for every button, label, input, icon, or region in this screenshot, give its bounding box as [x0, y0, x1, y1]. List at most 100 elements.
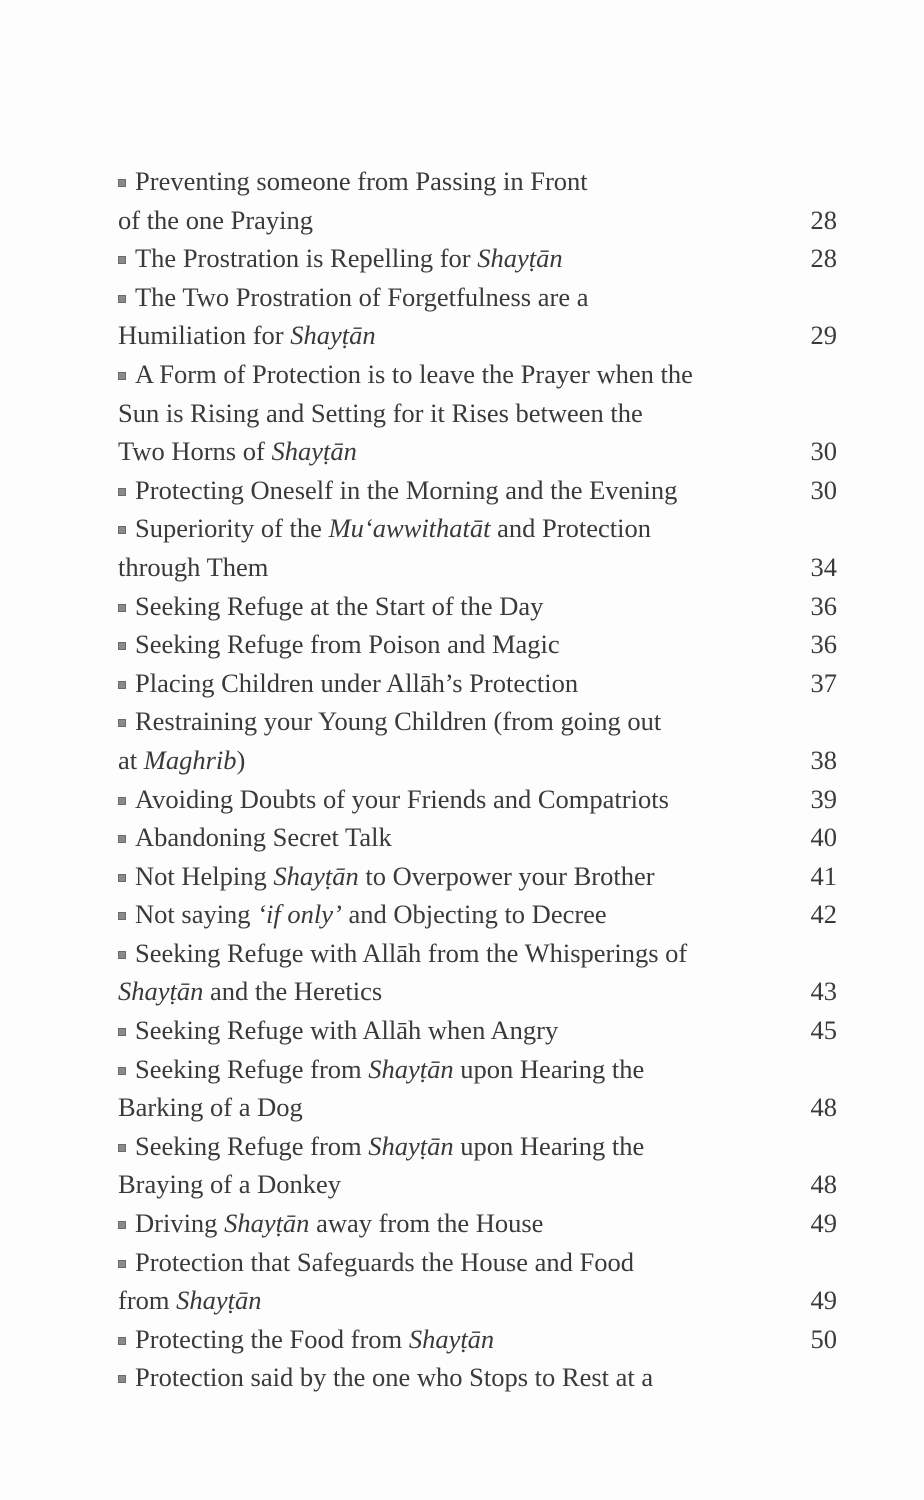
entry-text: to Overpower your Brother: [358, 860, 655, 891]
entry-text: Protecting the Food from: [135, 1323, 409, 1354]
entry-text: Abandoning Secret Talk: [135, 822, 392, 853]
entry-text-italic: Shayṭān: [224, 1208, 310, 1239]
square-bullet-icon: [118, 680, 126, 689]
page-number: 49: [810, 1285, 838, 1316]
toc-entry-line: through Them 34: [118, 548, 837, 587]
entry-text-italic: Shayṭān: [477, 243, 563, 274]
square-bullet-icon: [118, 1259, 126, 1268]
entry-text: Sun is Rising and Setting for it Rises b…: [118, 397, 643, 428]
square-bullet-icon: [118, 1336, 126, 1345]
page-number: 29: [810, 320, 838, 351]
toc-entry-line: Seeking Refuge from Poison and Magic 36: [118, 625, 837, 664]
entry-text: and Protection: [490, 513, 651, 544]
toc-entry-line: Protecting Oneself in the Morning and th…: [118, 471, 837, 510]
entry-text: Avoiding Doubts of your Friends and Comp…: [135, 783, 669, 814]
page-number: 39: [810, 783, 838, 814]
toc-entry-line: from Shayṭān 49: [118, 1281, 837, 1320]
toc-entry-line: Protection said by the one who Stops to …: [118, 1358, 837, 1397]
toc-entry-line: Not Helping Shayṭān to Overpower your Br…: [118, 857, 837, 896]
page-number: 42: [810, 899, 838, 930]
table-of-contents: Preventing someone from Passing in Front…: [118, 162, 837, 1397]
entry-text: A Form of Protection is to leave the Pra…: [135, 358, 693, 389]
square-bullet-icon: [118, 796, 126, 805]
square-bullet-icon: [118, 371, 126, 380]
toc-entry-line: Preventing someone from Passing in Front: [118, 162, 837, 201]
toc-entry-line: Seeking Refuge with Allāh from the Whisp…: [118, 934, 837, 973]
page-number: 34: [810, 551, 838, 582]
toc-entry-line: Driving Shayṭān away from the House 49: [118, 1204, 837, 1243]
entry-text-italic: Shayṭān: [368, 1130, 454, 1161]
entry-text-italic: Shayṭān: [368, 1053, 454, 1084]
entry-text: Barking of a Dog: [118, 1092, 303, 1123]
entry-text: Two Horns of: [118, 436, 272, 467]
square-bullet-icon: [118, 294, 126, 303]
square-bullet-icon: [118, 179, 126, 187]
entry-text-italic: Shayṭān: [271, 436, 357, 467]
toc-entry-line: Protecting the Food from Shayṭān 50: [118, 1320, 837, 1359]
entry-text: of the one Praying: [118, 204, 314, 235]
page-number: 37: [810, 667, 838, 698]
toc-entry-line: Humiliation for Shayṭān 29: [118, 316, 837, 355]
entry-text: Placing Children under Allāh’s Protectio…: [135, 667, 579, 698]
entry-text: The Two Prostration of Forgetfulness are…: [135, 281, 589, 312]
page-number: 28: [810, 204, 838, 235]
entry-text: upon Hearing the: [453, 1130, 645, 1161]
entry-text-italic: Shayṭān: [273, 860, 359, 891]
toc-entry-line: Seeking Refuge from Shayṭān upon Hearing…: [118, 1050, 837, 1089]
page-number: 40: [810, 822, 838, 853]
page-number: 49: [810, 1208, 838, 1239]
square-bullet-icon: [118, 603, 126, 612]
entry-text: at: [118, 744, 144, 775]
entry-text: Preventing someone from Passing in Front: [135, 166, 588, 196]
toc-entry-line: Barking of a Dog 48: [118, 1088, 837, 1127]
toc-entry-line: Two Horns of Shayṭān 30: [118, 432, 837, 471]
entry-text: away from the House: [309, 1208, 544, 1239]
square-bullet-icon: [118, 1221, 126, 1230]
square-bullet-icon: [118, 1028, 126, 1037]
square-bullet-icon: [118, 1066, 126, 1075]
entry-text: Seeking Refuge from: [135, 1130, 369, 1161]
toc-entry-line: Braying of a Donkey 48: [118, 1165, 837, 1204]
square-bullet-icon: [118, 719, 126, 728]
entry-text: from: [118, 1285, 177, 1316]
square-bullet-icon: [118, 835, 126, 844]
entry-text: Seeking Refuge from: [135, 1053, 369, 1084]
toc-entry-line: The Prostration is Repelling for Shayṭān…: [118, 239, 837, 278]
page-number: 48: [810, 1169, 838, 1200]
entry-text: Seeking Refuge with Allāh from the Whisp…: [135, 937, 688, 968]
square-bullet-icon: [118, 1375, 126, 1384]
entry-text: Not Helping: [135, 860, 274, 891]
toc-entry-line: Seeking Refuge with Allāh when Angry 45: [118, 1011, 837, 1050]
entry-text: upon Hearing the: [453, 1053, 645, 1084]
page-number: 36: [810, 629, 838, 660]
page-number: 50: [810, 1323, 838, 1354]
entry-text-italic: ‘if only’: [257, 899, 342, 930]
entry-text: Humiliation for: [118, 320, 291, 351]
entry-text: Driving: [135, 1208, 225, 1239]
page-number: 28: [810, 243, 838, 274]
entry-text-italic: Shayṭān: [290, 320, 376, 351]
toc-entry-line: at Maghrib) 38: [118, 741, 837, 780]
entry-text: Protecting Oneself in the Morning and th…: [135, 474, 678, 505]
toc-entry-line: Sun is Rising and Setting for it Rises b…: [118, 394, 837, 433]
page-number: 38: [810, 744, 838, 775]
entry-text-italic: Shayṭān: [176, 1285, 262, 1316]
entry-text: Not saying: [135, 899, 258, 930]
square-bullet-icon: [118, 950, 126, 959]
toc-entry-line: Placing Children under Allāh’s Protectio…: [118, 664, 837, 703]
entry-text: Seeking Refuge from Poison and Magic: [135, 629, 560, 660]
square-bullet-icon: [118, 642, 126, 651]
page-number: 48: [810, 1092, 838, 1123]
entry-text: Braying of a Donkey: [118, 1169, 341, 1200]
page-number: 43: [810, 976, 838, 1007]
toc-entry-line: of the one Praying 28: [118, 201, 837, 240]
toc-entry-line: Restraining your Young Children (from go…: [118, 702, 837, 741]
toc-entry-line: Abandoning Secret Talk 40: [118, 818, 837, 857]
entry-text-italic: Shayṭān: [408, 1323, 495, 1354]
page-number: 41: [810, 860, 838, 891]
toc-entry-line: Seeking Refuge from Shayṭān upon Hearing…: [118, 1127, 837, 1166]
page-number: 30: [810, 474, 838, 505]
square-bullet-icon: [118, 873, 126, 882]
entry-text: The Prostration is Repelling for: [135, 243, 478, 274]
entry-text: Protection said by the one who Stops to …: [135, 1362, 654, 1393]
